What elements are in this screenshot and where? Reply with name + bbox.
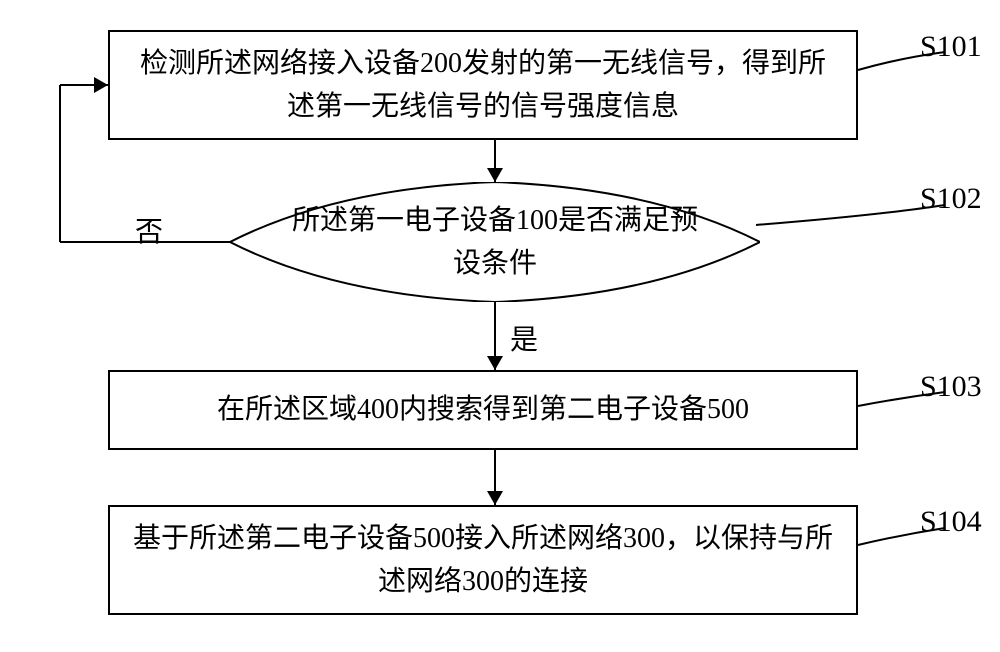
flowchart-canvas: 检测所述网络接入设备200发射的第一无线信号，得到所述第一无线信号的信号强度信息… — [0, 0, 1000, 652]
edge-line — [59, 85, 61, 242]
flow-node-text: 基于所述第二电子设备500接入所述网络300，以保持与所述网络300的连接 — [130, 517, 836, 604]
edge-label: 是 — [510, 318, 538, 358]
flow-node-s103: 在所述区域400内搜索得到第二电子设备500 — [108, 370, 858, 450]
edge-label: 否 — [135, 210, 163, 250]
flow-node-s102: 所述第一电子设备100是否满足预设条件 — [230, 182, 760, 302]
arrow-down-icon — [487, 356, 503, 370]
leader-line — [856, 50, 947, 72]
arrow-down-icon — [487, 491, 503, 505]
flow-node-s104: 基于所述第二电子设备500接入所述网络300，以保持与所述网络300的连接 — [108, 505, 858, 615]
flow-node-text: 检测所述网络接入设备200发射的第一无线信号，得到所述第一无线信号的信号强度信息 — [130, 42, 836, 129]
arrow-right-icon — [94, 77, 108, 93]
leader-line — [856, 390, 947, 408]
flow-node-text: 所述第一电子设备100是否满足预设条件 — [280, 199, 710, 286]
flow-node-s101: 检测所述网络接入设备200发射的第一无线信号，得到所述第一无线信号的信号强度信息 — [108, 30, 858, 140]
flow-node-text: 在所述区域400内搜索得到第二电子设备500 — [217, 388, 749, 431]
leader-line — [754, 203, 947, 227]
leader-line — [856, 526, 947, 547]
arrow-down-icon — [487, 168, 503, 182]
